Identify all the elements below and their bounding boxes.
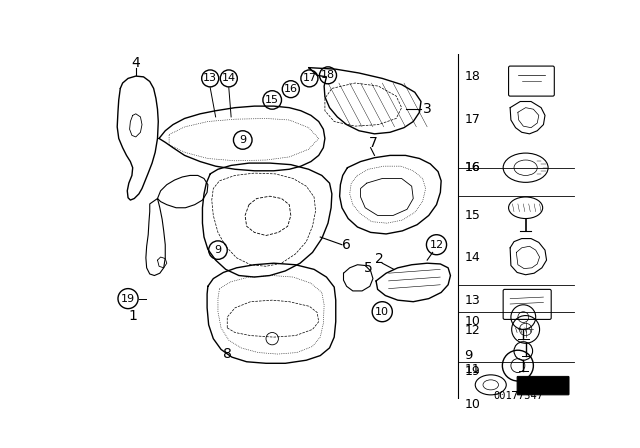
Text: 15: 15	[465, 209, 480, 222]
Text: 19: 19	[465, 365, 480, 378]
Text: 11: 11	[465, 363, 480, 376]
Text: 16: 16	[465, 161, 480, 174]
Text: 13: 13	[465, 293, 480, 307]
Text: 18: 18	[465, 70, 480, 83]
Text: 00177347: 00177347	[493, 392, 543, 401]
FancyBboxPatch shape	[517, 376, 569, 395]
Text: 15: 15	[265, 95, 279, 105]
Text: 17: 17	[465, 113, 480, 126]
Text: 9: 9	[239, 135, 246, 145]
Text: 10: 10	[465, 398, 480, 411]
Text: 16: 16	[284, 84, 298, 94]
Text: 6: 6	[342, 238, 351, 252]
Text: 4: 4	[131, 56, 140, 70]
Text: 7: 7	[369, 136, 378, 150]
Text: 18: 18	[321, 70, 335, 80]
Text: 5: 5	[364, 261, 372, 275]
Text: 3: 3	[423, 102, 431, 116]
Text: 9: 9	[465, 349, 473, 362]
Text: 2: 2	[375, 252, 383, 266]
Text: 14: 14	[465, 251, 480, 264]
Text: 12: 12	[465, 324, 480, 337]
Text: 1: 1	[128, 309, 137, 323]
Text: 8: 8	[223, 347, 232, 361]
Text: 13: 13	[204, 73, 217, 83]
Text: 14: 14	[221, 73, 236, 83]
Text: 12: 12	[429, 240, 444, 250]
Text: 17: 17	[302, 73, 316, 83]
Text: 19: 19	[121, 293, 135, 304]
Text: 10: 10	[465, 315, 480, 328]
Text: 9: 9	[214, 245, 221, 255]
Text: 10: 10	[375, 307, 389, 317]
Text: 16: 16	[465, 161, 480, 174]
